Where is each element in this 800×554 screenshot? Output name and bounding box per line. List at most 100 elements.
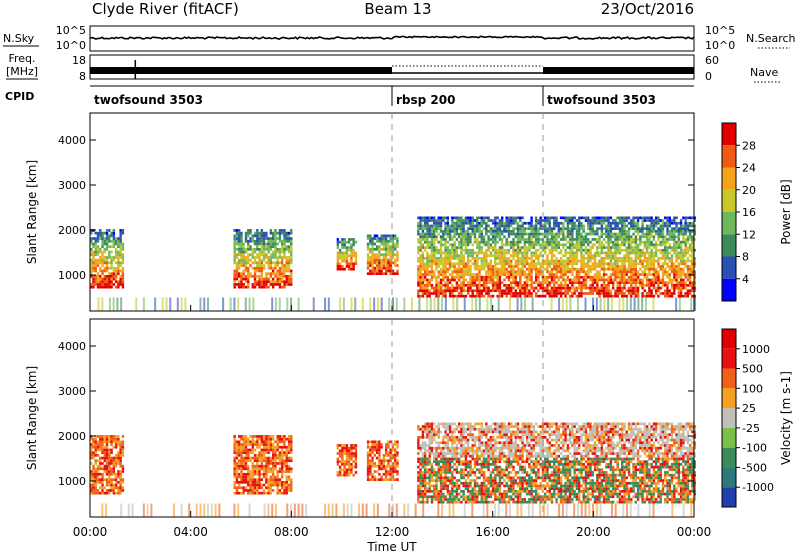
echo-cell	[634, 238, 638, 241]
echo-cell	[366, 272, 370, 275]
echo-cell	[290, 250, 293, 254]
echo-cell	[539, 294, 542, 298]
echo-cell	[428, 281, 431, 284]
echo-cell	[435, 248, 438, 252]
echo-cell	[500, 294, 504, 298]
echo-cell	[589, 278, 592, 282]
echo-cell	[494, 254, 497, 257]
echo-cell	[426, 232, 429, 236]
echo-cell	[265, 472, 268, 476]
echo-cell	[627, 265, 631, 268]
echo-cell	[611, 251, 615, 255]
echo-cell	[96, 234, 100, 238]
echo-cell	[487, 286, 490, 290]
echo-cell	[117, 266, 120, 270]
echo-cell	[650, 278, 653, 282]
echo-cell	[489, 232, 493, 236]
ground-scatter-cell	[380, 297, 383, 311]
echo-cell	[448, 281, 452, 284]
echo-cell	[664, 284, 667, 287]
echo-cell	[247, 448, 250, 452]
echo-cell	[589, 224, 592, 228]
echo-cell	[366, 464, 370, 468]
echo-cell	[664, 216, 667, 220]
echo-cell	[276, 462, 279, 465]
echo-cell	[92, 454, 95, 457]
echo-cell	[262, 475, 266, 479]
echo-cell	[684, 292, 687, 295]
echo-cell	[283, 440, 286, 444]
echo-cell	[510, 216, 513, 220]
echo-cell	[350, 446, 353, 450]
echo-cell	[119, 275, 122, 278]
echo-cell	[473, 235, 477, 239]
echo-cell	[423, 219, 427, 222]
echo-cell	[92, 470, 95, 473]
echo-cell	[516, 259, 520, 263]
echo-cell	[643, 284, 647, 287]
echo-cell	[507, 286, 511, 290]
echo-cell	[654, 278, 658, 282]
echo-cell	[285, 256, 288, 259]
echo-cell	[510, 292, 513, 295]
echo-cell	[675, 273, 678, 276]
echo-cell	[507, 265, 511, 268]
echo-cell	[686, 259, 690, 263]
echo-cell	[92, 264, 95, 267]
echo-cell	[514, 270, 517, 274]
echo-cell	[94, 253, 97, 257]
echo-cell	[103, 239, 106, 243]
echo-cell	[287, 269, 291, 273]
echo-cell	[237, 491, 241, 495]
echo-cell	[417, 257, 420, 260]
echo-cell	[659, 232, 662, 236]
echo-cell	[114, 248, 118, 251]
echo-cell	[679, 292, 683, 295]
echo-cell	[281, 467, 284, 471]
echo-cell	[575, 278, 579, 282]
echo-cell	[519, 262, 522, 266]
echo-cell	[469, 265, 472, 268]
echo-cell	[648, 294, 651, 298]
echo-cell	[285, 486, 288, 490]
echo-cell	[249, 231, 252, 235]
echo-cell	[666, 216, 669, 220]
echo-cell	[559, 251, 563, 255]
echo-cell	[235, 272, 239, 275]
echo-cell	[618, 251, 622, 255]
echo-cell	[634, 270, 638, 274]
echo-cell	[396, 250, 399, 254]
echo-cell	[108, 472, 111, 476]
echo-cell	[548, 251, 551, 255]
echo-cell	[382, 266, 386, 270]
echo-cell	[693, 216, 696, 220]
echo-cell	[446, 232, 450, 236]
echo-cell	[103, 459, 106, 463]
echo-cell	[555, 219, 558, 222]
echo-cell	[589, 232, 592, 236]
echo-cell	[94, 483, 97, 487]
echo-cell	[650, 221, 653, 225]
ground-scatter-cell	[342, 297, 345, 311]
echo-cell	[645, 230, 649, 233]
echo-cell	[503, 221, 506, 225]
echo-cell	[596, 270, 599, 274]
echo-cell	[639, 254, 642, 257]
echo-cell	[534, 262, 538, 266]
echo-cell	[487, 243, 490, 247]
echo-cell	[384, 454, 388, 457]
echo-cell	[682, 294, 685, 298]
echo-cell	[112, 277, 116, 281]
echo-cell	[462, 281, 465, 284]
echo-cell	[343, 259, 346, 263]
echo-cell	[562, 284, 565, 287]
echo-cell	[251, 275, 254, 278]
echo-cell	[557, 232, 560, 236]
echo-cell	[464, 284, 468, 287]
echo-cell	[553, 278, 556, 282]
echo-cell	[387, 266, 390, 270]
echo-cell	[498, 235, 502, 239]
echo-cell	[675, 221, 678, 225]
echo-cell	[593, 232, 597, 236]
echo-cell	[688, 248, 692, 252]
